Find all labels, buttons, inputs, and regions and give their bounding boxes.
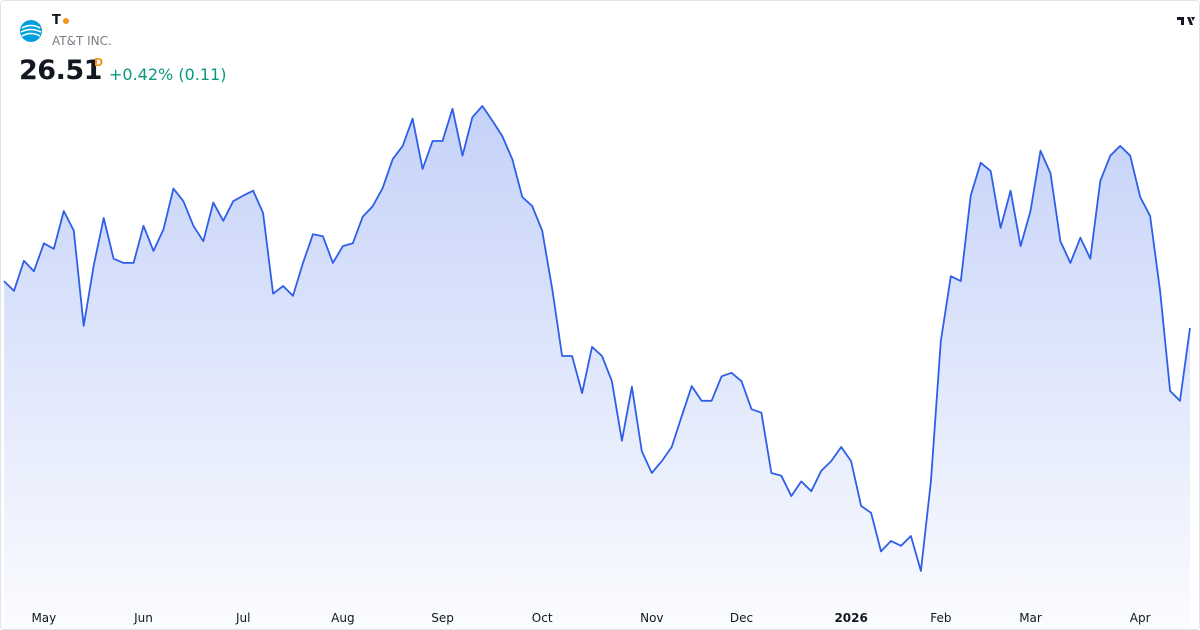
x-tick-label: 2026	[834, 611, 867, 625]
symbol: T	[52, 13, 61, 28]
change: +0.42% (0.11)	[109, 65, 227, 84]
x-tick-label: May	[31, 611, 56, 625]
logo	[20, 20, 42, 42]
status-dot	[63, 18, 69, 24]
company-name: AT&T INC.	[52, 34, 112, 48]
price: 26.51	[19, 55, 102, 86]
x-tick-label: Feb	[930, 611, 951, 625]
x-tick-label: Nov	[640, 611, 663, 625]
x-tick-label: Apr	[1130, 611, 1151, 625]
plot: May Jun Jul Aug Sep Oct Nov Dec 2026 Feb Mar Apr	[3, 105, 1191, 629]
x-tick-label: Jun	[133, 611, 153, 625]
x-tick-label: Aug	[331, 611, 354, 625]
x-tick-label: Mar	[1019, 611, 1042, 625]
interval: D	[94, 56, 104, 69]
area-fill	[4, 106, 1190, 629]
x-tick-label: Sep	[431, 611, 454, 625]
tv-logo-bg	[1173, 9, 1199, 35]
logo-lines	[20, 24, 42, 37]
x-tick-label: Jul	[235, 611, 250, 625]
x-tick-label: Oct	[532, 611, 553, 625]
tv-logo[interactable]	[1177, 17, 1195, 25]
x-tick-label: Dec	[730, 611, 753, 625]
price-line	[3, 105, 1191, 572]
